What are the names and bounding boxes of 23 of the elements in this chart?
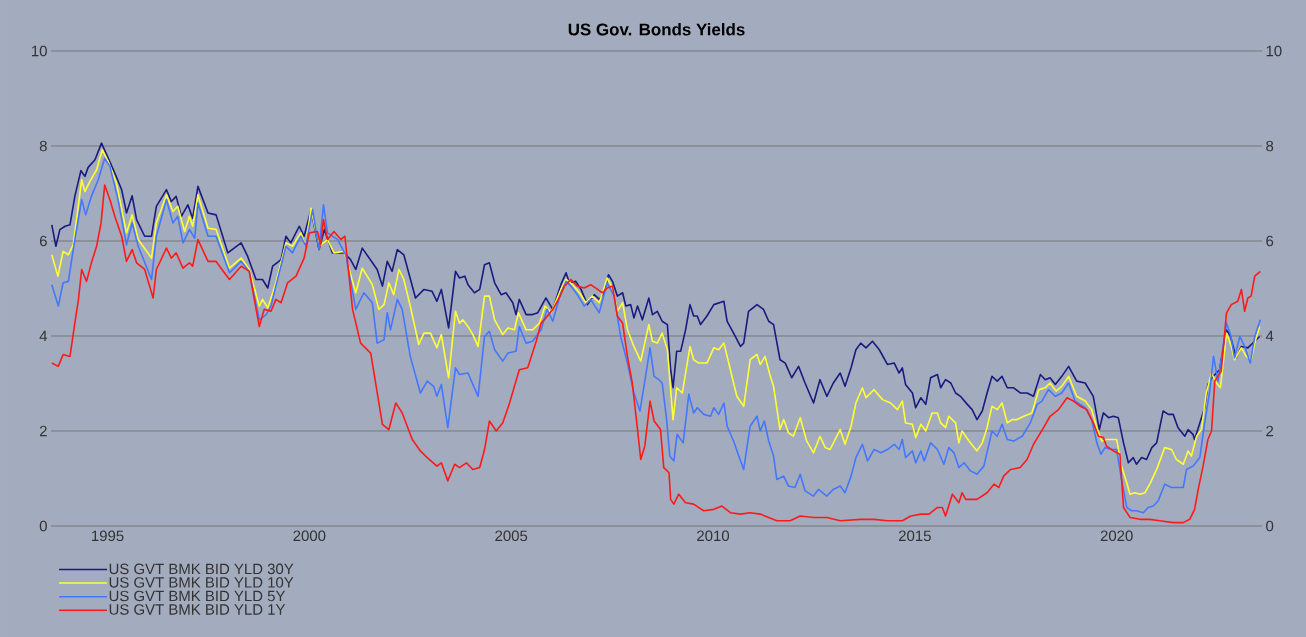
chart-title: US Gov. Bonds Yields: [568, 23, 745, 36]
legend-label: US GVT BMK BID YLD 30Y: [109, 563, 294, 575]
x-tick-label: 2015: [898, 530, 931, 542]
legend-label: US GVT BMK BID YLD 5Y: [109, 590, 286, 602]
x-tick-label: 2010: [697, 530, 730, 542]
y-tick-label: 10: [32, 45, 47, 57]
y2-tick-label: 4: [1265, 330, 1274, 342]
x-tick-label: 2000: [293, 530, 326, 542]
legend-label: US GVT BMK BID YLD 10Y: [109, 577, 294, 588]
y-tick-label: 0: [39, 520, 47, 532]
x-tick-label: 2005: [495, 530, 528, 542]
y2-tick-label: 10: [1266, 45, 1282, 57]
y-tick-label: 2: [39, 425, 47, 437]
y-tick-label: 6: [39, 235, 47, 247]
y2-tick-label: 6: [1266, 235, 1274, 247]
y-tick-label: 8: [39, 140, 47, 152]
legend-label: US GVT BMK BID YLD 1Y: [109, 604, 286, 615]
x-tick-label: 2020: [1100, 530, 1133, 542]
x-tick-label: 1995: [92, 530, 124, 542]
y2-tick-label: 0: [1266, 520, 1274, 532]
y2-tick-label: 8: [1266, 140, 1274, 152]
y2-tick-label: 2: [1266, 425, 1274, 437]
y-tick-label: 4: [39, 330, 48, 342]
